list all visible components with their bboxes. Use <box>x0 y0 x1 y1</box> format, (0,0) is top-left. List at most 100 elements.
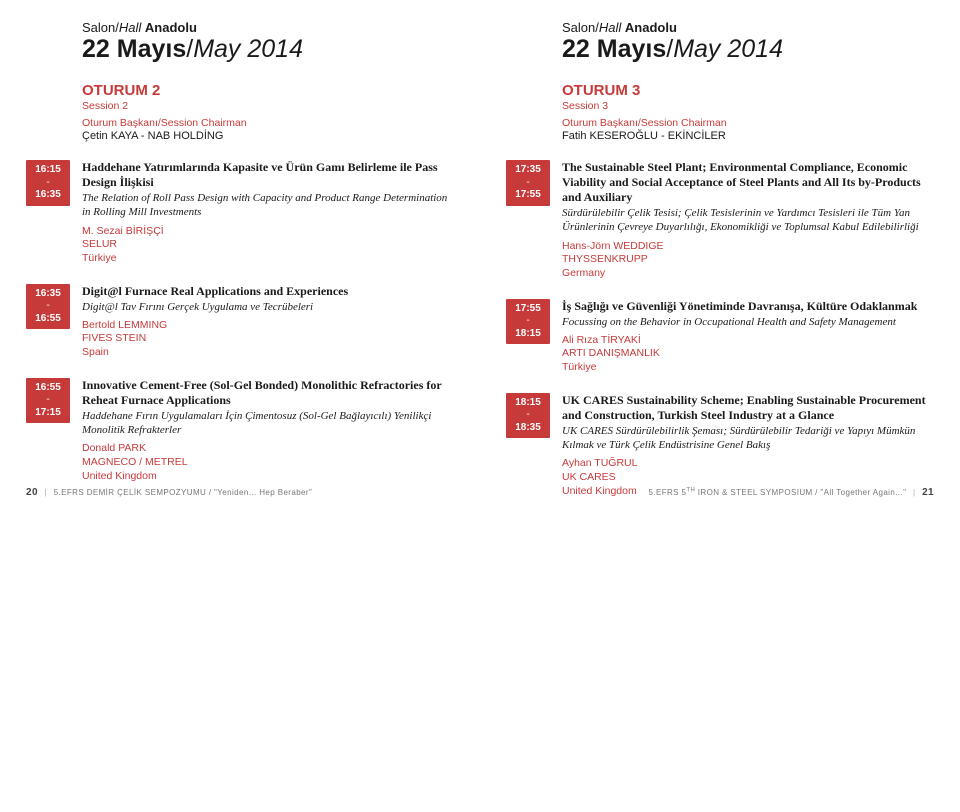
talk-content: Digit@l Furnace Real Applications and Ex… <box>82 284 454 360</box>
time-start: 16:15 <box>26 164 70 177</box>
page-number-left: 20 <box>26 487 38 498</box>
hall-label-en: Hall <box>119 20 141 35</box>
speaker-country: Türkiye <box>562 361 934 375</box>
time-column: 18:15-18:35 <box>506 393 550 499</box>
speaker-org: MAGNECO / METREL <box>82 456 454 470</box>
talk-title-en: Digit@l Tav Fırını Gerçek Uygulama ve Te… <box>82 300 454 314</box>
talk-item: 17:35-17:55 The Sustainable Steel Plant; … <box>506 160 934 281</box>
talk-title-tr: The Sustainable Steel Plant; Environment… <box>562 160 934 205</box>
time-box: 17:35-17:55 <box>506 160 550 206</box>
session-tr: OTURUM 3 <box>562 82 934 99</box>
speaker-org: SELUR <box>82 238 454 252</box>
time-box: 16:35-16:55 <box>26 284 70 330</box>
talk-title-tr: İş Sağlığı ve Güvenliği Yönetiminde Davr… <box>562 299 934 314</box>
talks-left: 16:15-16:35Haddehane Yatırımlarında Kapa… <box>26 160 454 483</box>
date-tr: 22 Mayıs <box>82 35 186 63</box>
time-column: 17:55-18:15 <box>506 299 550 375</box>
speaker-name: Ali Rıza TİRYAKİ <box>562 334 934 348</box>
talk-title-en: The Relation of Roll Pass Design with Ca… <box>82 191 454 220</box>
left-page: Salon/Hall Anadolu 22 Mayıs/May 2014 OTU… <box>0 0 480 508</box>
talk-content: The Sustainable Steel Plant; Environment… <box>562 160 934 281</box>
time-column: 17:35-17:55 <box>506 160 550 281</box>
time-box: 16:15-16:35 <box>26 160 70 206</box>
speaker-block: M. Sezai BİRİŞÇİSELURTürkiye <box>82 225 454 266</box>
time-end: 16:35 <box>26 189 70 202</box>
footer-text-left: 5.EFRS DEMİR ÇELİK SEMPOZYUMU / "Yeniden… <box>54 488 313 497</box>
talk-item: 18:15-18:35 UK CARES Sustainability Schem… <box>506 393 934 499</box>
session-en: Session 3 <box>562 100 934 112</box>
hall-name: Anadolu <box>145 20 197 35</box>
speaker-block: Ali Rıza TİRYAKİARTI DANIŞMANLIKTürkiye <box>562 334 934 375</box>
speaker-block: Bertold LEMMINGFIVES STEINSpain <box>82 319 454 360</box>
talk-title-tr: UK CARES Sustainability Scheme; Enabling… <box>562 393 934 423</box>
speaker-org: UK CARES <box>562 471 934 485</box>
session-en: Session 2 <box>82 100 454 112</box>
date-en: May 2014 <box>673 35 783 63</box>
speaker-country: Türkiye <box>82 252 454 266</box>
talk-item: 16:55-17:15 Innovative Cement-Free (Sol-G… <box>26 378 454 484</box>
time-column: 16:35-16:55 <box>26 284 70 360</box>
hall-line: Salon/Hall Anadolu <box>562 20 934 35</box>
page-number-right: 21 <box>922 487 934 498</box>
time-end: 17:55 <box>506 189 550 202</box>
chair-name: Fatih KESEROĞLU - EKİNCİLER <box>562 130 934 142</box>
time-sep: - <box>26 394 70 407</box>
talk-item: 17:55-18:15 İş Sağlığı ve Güvenliği Yönet… <box>506 299 934 375</box>
hall-line: Salon/Hall Anadolu <box>82 20 454 35</box>
speaker-name: Ayhan TUĞRUL <box>562 457 934 471</box>
session-tr: OTURUM 2 <box>82 82 454 99</box>
time-start: 18:15 <box>506 397 550 410</box>
session-block-right: OTURUM 3 Session 3 Oturum Başkanı/Sessio… <box>562 82 934 142</box>
speaker-block: Hans-Jörn WEDDIGETHYSSENKRUPPGermany <box>562 240 934 281</box>
time-end: 18:15 <box>506 328 550 341</box>
speaker-org: FIVES STEIN <box>82 332 454 346</box>
time-start: 17:35 <box>506 164 550 177</box>
speaker-country: Spain <box>82 346 454 360</box>
time-start: 16:55 <box>26 382 70 395</box>
time-sep: - <box>506 409 550 422</box>
talk-content: İş Sağlığı ve Güvenliği Yönetiminde Davr… <box>562 299 934 375</box>
footer-divider: | <box>913 488 915 497</box>
footer-text-right-b: IRON & STEEL SYMPOSIUM / "All Together A… <box>695 488 906 497</box>
header-left: Salon/Hall Anadolu 22 Mayıs/May 2014 <box>82 20 454 64</box>
chair-name: Çetin KAYA - NAB HOLDİNG <box>82 130 454 142</box>
time-column: 16:55-17:15 <box>26 378 70 484</box>
time-box: 18:15-18:35 <box>506 393 550 439</box>
speaker-org: THYSSENKRUPP <box>562 253 934 267</box>
speaker-name: Bertold LEMMING <box>82 319 454 333</box>
speaker-country: Germany <box>562 267 934 281</box>
chair-label: Oturum Başkanı/Session Chairman <box>82 117 454 129</box>
footer-left: 20 | 5.EFRS DEMİR ÇELİK SEMPOZYUMU / "Ye… <box>26 487 454 498</box>
talk-content: UK CARES Sustainability Scheme; Enabling… <box>562 393 934 499</box>
speaker-name: M. Sezai BİRİŞÇİ <box>82 225 454 239</box>
talk-item: 16:15-16:35 Haddehane Yatırımlarında Kapa… <box>26 160 454 266</box>
talk-item: 16:35-16:55 Digit@l Furnace Real Applicat… <box>26 284 454 360</box>
hall-label-tr: Salon/ <box>562 20 599 35</box>
time-sep: - <box>26 177 70 190</box>
hall-label-en: Hall <box>599 20 621 35</box>
talk-title-tr: Innovative Cement-Free (Sol-Gel Bonded) … <box>82 378 454 408</box>
time-column: 16:15-16:35 <box>26 160 70 266</box>
time-end: 16:55 <box>26 313 70 326</box>
time-start: 17:55 <box>506 303 550 316</box>
header-right: Salon/Hall Anadolu 22 Mayıs/May 2014 <box>562 20 934 64</box>
date-line: 22 Mayıs/May 2014 <box>562 35 934 64</box>
time-start: 16:35 <box>26 288 70 301</box>
session-block-left: OTURUM 2 Session 2 Oturum Başkanı/Sessio… <box>82 82 454 142</box>
talk-title-en: Haddehane Fırın Uygulamaları İçin Çiment… <box>82 409 454 438</box>
time-sep: - <box>506 177 550 190</box>
time-sep: - <box>26 300 70 313</box>
speaker-name: Hans-Jörn WEDDIGE <box>562 240 934 254</box>
talk-title-en: Focussing on the Behavior in Occupationa… <box>562 315 934 329</box>
time-end: 18:35 <box>506 422 550 435</box>
talk-title-tr: Haddehane Yatırımlarında Kapasite ve Ürü… <box>82 160 454 190</box>
speaker-block: Donald PARKMAGNECO / METRELUnited Kingdo… <box>82 442 454 483</box>
chair-label: Oturum Başkanı/Session Chairman <box>562 117 934 129</box>
footer-right: 5.EFRS 5TH IRON & STEEL SYMPOSIUM / "All… <box>506 487 934 498</box>
talk-title-en: UK CARES Sürdürülebilirlik Şeması; Sürdü… <box>562 424 934 453</box>
speaker-org: ARTI DANIŞMANLIK <box>562 347 934 361</box>
time-sep: - <box>506 315 550 328</box>
footer-divider: | <box>45 488 47 497</box>
date-line: 22 Mayıs/May 2014 <box>82 35 454 64</box>
hall-label-tr: Salon/ <box>82 20 119 35</box>
